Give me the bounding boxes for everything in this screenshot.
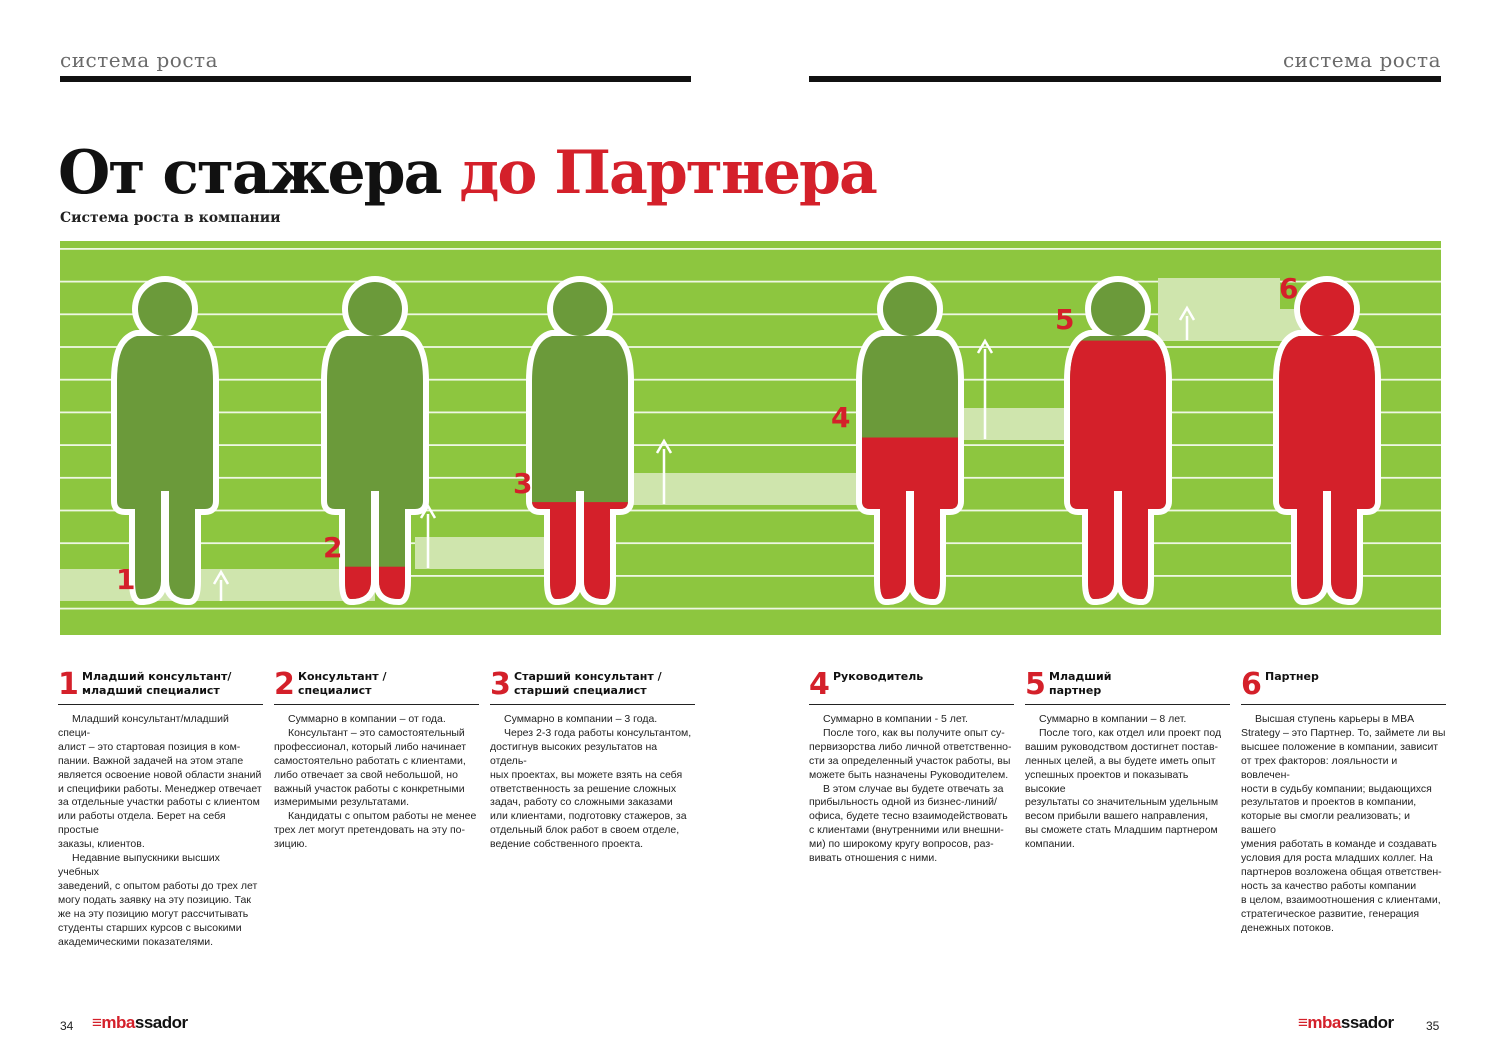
step-body: Высшая ступень карьеры в MBA Strategy – э… (1241, 713, 1446, 936)
step-number: 5 (1025, 667, 1046, 702)
ambassador-logo-right: ≡mbassador (1298, 1013, 1394, 1033)
level-number-2: 2 (323, 531, 342, 564)
step-paragraph: Младший консультант/младший специ-алист … (58, 713, 262, 851)
stripe-line (60, 542, 1441, 545)
step-1: 1 Младший консультант/младший специалист М… (58, 666, 263, 949)
step-body: Младший консультант/младший специ-алист … (58, 713, 263, 949)
step-header: 6 Партнер (1241, 666, 1446, 705)
step-body: Суммарно в компании – 8 лет. После того, … (1025, 713, 1230, 852)
person-figure-4 (856, 276, 964, 605)
stripe-line (60, 313, 1441, 316)
header-rule-right (809, 76, 1441, 82)
page-title: От стажера до Партнера (58, 138, 878, 208)
person-figure-2 (321, 276, 429, 605)
step-paragraph: Кандидаты с опытом работы не менее трех л… (274, 810, 477, 851)
level-number-1: 1 (116, 563, 135, 596)
step-paragraph: Суммарно в компании – 8 лет. (1039, 713, 1187, 725)
ambassador-logo-left: ≡mbassador (92, 1013, 188, 1033)
title-part-1: От стажера (58, 138, 443, 208)
step-title: Партнер (1265, 670, 1319, 683)
stripe-line (60, 509, 1441, 512)
page-number-left: 34 (60, 1019, 74, 1033)
step-header: 3 Старший консультант / старший специалист (490, 666, 695, 705)
logo-mark-icon: ≡ (92, 1013, 102, 1032)
logo-mark-icon: ≡ (1298, 1013, 1308, 1032)
step-body: Суммарно в компании – от года. Консультан… (274, 713, 479, 852)
logo-red-part: mba (1307, 1013, 1341, 1032)
step-paragraph: В этом случае вы будете отвечать за прибы… (809, 782, 1008, 865)
stripe-line (60, 575, 1441, 577)
step-2: 2 Консультант / специалист Суммарно в компа… (274, 666, 479, 852)
section-label-right: система роста (1282, 48, 1441, 72)
step-header: 4 Руководитель (809, 666, 1014, 705)
step-paragraph: Высшая ступень карьеры в MBA Strategy – э… (1241, 713, 1446, 934)
person-figure-6 (1273, 276, 1381, 605)
up-arrow-icon (976, 338, 994, 439)
step-title: Консультант / специалист (298, 670, 387, 697)
page-number-right: 35 (1426, 1019, 1440, 1033)
stripe-line (60, 444, 1441, 446)
up-arrow-icon (655, 438, 673, 504)
step-number: 2 (274, 667, 295, 702)
stripe-line (60, 411, 1441, 414)
level-number-5: 5 (1055, 303, 1074, 336)
step-5: 5 Младший партнер Суммарно в компании – 8 л… (1025, 666, 1230, 852)
step-paragraph: Консультант – это самостоятельный професс… (274, 726, 467, 809)
up-arrow-icon (1178, 305, 1196, 340)
stripe-line (60, 280, 1441, 283)
header-rule-left (60, 76, 691, 82)
page-subtitle: Система роста в компании (60, 210, 281, 226)
person-figure-5 (1064, 276, 1172, 605)
step-3: 3 Старший консультант / старший специалист… (490, 666, 695, 852)
career-growth-infographic: 1 2 3 4 5 6 (60, 241, 1441, 635)
step-header: 2 Консультант / специалист (274, 666, 479, 705)
step-4: 4 Руководитель Суммарно в компании - 5 лет… (809, 666, 1014, 866)
person-figure-1 (111, 276, 219, 605)
step-band (1158, 278, 1280, 310)
level-number-6: 6 (1279, 272, 1298, 305)
stripe-line (60, 378, 1441, 381)
title-part-2: до Партнера (440, 138, 878, 208)
section-label-left: система роста (60, 48, 219, 72)
up-arrow-icon (419, 503, 437, 568)
stripe-line (60, 346, 1441, 348)
step-title: Старший консультант / старший специалист (514, 670, 662, 697)
step-number: 6 (1241, 667, 1262, 702)
step-title: Руководитель (833, 670, 924, 683)
up-arrow-icon (212, 569, 230, 601)
level-number-3: 3 (513, 467, 532, 500)
step-body: Суммарно в компании – 3 года. Через 2-3 г… (490, 713, 695, 852)
step-title: Младший консультант/младший специалист (82, 670, 232, 697)
step-6: 6 Партнер Высшая ступень карьеры в MBA Stra… (1241, 666, 1446, 936)
step-paragraph: После того, как отдел или проект под ваши… (1025, 726, 1222, 851)
step-paragraph: Через 2-3 года работы консультантом, дост… (490, 726, 692, 851)
step-header: 5 Младший партнер (1025, 666, 1230, 705)
step-number: 3 (490, 667, 511, 702)
step-number: 1 (58, 667, 79, 702)
logo-rest-part: ssador (134, 1013, 188, 1032)
step-title: Младший партнер (1049, 670, 1112, 697)
step-paragraph: Суммарно в компании - 5 лет. (823, 713, 968, 725)
step-header: 1 Младший консультант/младший специалист (58, 666, 263, 705)
growth-chart-svg: 1 2 3 4 5 6 (60, 241, 1441, 635)
stripe-line (60, 248, 1441, 250)
logo-red-part: mba (101, 1013, 135, 1032)
step-band (60, 569, 375, 601)
step-number: 4 (809, 667, 830, 702)
person-figure-3 (526, 276, 634, 605)
stripe-line (60, 607, 1441, 610)
step-body: Суммарно в компании - 5 лет. После того, … (809, 713, 1014, 866)
step-paragraph: После того, как вы получите опыт су-перв… (809, 726, 1012, 781)
step-paragraph: Суммарно в компании – от года. (288, 713, 446, 725)
logo-rest-part: ssador (1340, 1013, 1394, 1032)
step-paragraph: Суммарно в компании – 3 года. (504, 713, 658, 725)
step-paragraph: Недавние выпускники высших учебных заведе… (58, 852, 258, 948)
level-number-4: 4 (831, 401, 850, 434)
